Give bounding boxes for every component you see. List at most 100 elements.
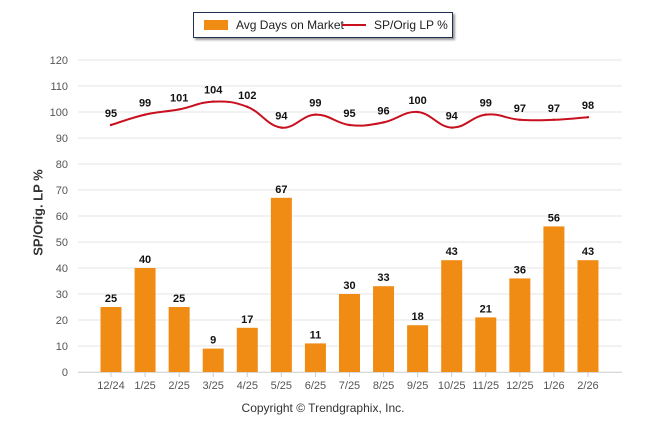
bar-data-label: 30 bbox=[343, 280, 355, 292]
legend: Avg Days on Market SP/Orig LP % bbox=[193, 12, 453, 38]
bar-data-label: 9 bbox=[210, 335, 216, 347]
bar[interactable] bbox=[270, 197, 292, 372]
line-point[interactable] bbox=[109, 123, 113, 127]
line-data-label: 95 bbox=[105, 108, 117, 120]
y-tick-label: 30 bbox=[56, 289, 68, 301]
line-data-label: 99 bbox=[480, 98, 492, 110]
y-tick-label: 50 bbox=[56, 237, 68, 249]
bar-series bbox=[100, 197, 599, 372]
line-data-labels: 95 99 101 104 102 94 99 95 96 100 94 99 97 97 98 bbox=[105, 85, 594, 123]
legend-item-line[interactable]: SP/Orig LP % bbox=[342, 18, 448, 32]
x-axis-ticks: 12/24 1/25 2/25 3/25 4/25 5/25 6/25 7/25 8/25 9/2… bbox=[97, 372, 599, 392]
x-tick-label: 6/25 bbox=[305, 380, 326, 392]
bar[interactable] bbox=[475, 317, 497, 372]
bar[interactable] bbox=[407, 325, 429, 372]
y-tick-label: 100 bbox=[50, 107, 68, 119]
bar-data-label: 33 bbox=[377, 272, 389, 284]
x-tick-label: 12/25 bbox=[506, 380, 534, 392]
line-point[interactable] bbox=[484, 113, 487, 116]
x-tick-label: 12/24 bbox=[97, 380, 125, 392]
line-data-label: 101 bbox=[170, 92, 188, 104]
line-point[interactable] bbox=[450, 126, 453, 129]
bar-data-label: 17 bbox=[241, 314, 253, 326]
bar-data-label: 36 bbox=[514, 264, 526, 276]
legend-line-swatch bbox=[342, 24, 366, 26]
line-data-label: 97 bbox=[514, 103, 526, 115]
x-tick-label: 1/25 bbox=[134, 380, 155, 392]
bar[interactable] bbox=[338, 294, 360, 372]
bar-data-label: 67 bbox=[275, 184, 287, 196]
y-tick-label: 0 bbox=[62, 367, 68, 379]
bar[interactable] bbox=[543, 226, 565, 372]
x-tick-label: 1/26 bbox=[543, 380, 564, 392]
y-axis-ticks: 0 10 20 30 40 50 60 70 80 90 100 110 120 bbox=[50, 55, 68, 379]
bar[interactable] bbox=[304, 343, 326, 372]
bar[interactable] bbox=[202, 348, 224, 372]
line-point[interactable] bbox=[518, 118, 522, 122]
x-tick-label: 2/26 bbox=[577, 380, 598, 392]
bar[interactable] bbox=[236, 327, 258, 372]
bar[interactable] bbox=[100, 307, 122, 372]
line-data-label: 98 bbox=[582, 100, 594, 112]
line-point[interactable] bbox=[348, 123, 351, 127]
line-data-label: 95 bbox=[343, 108, 355, 120]
bar[interactable] bbox=[577, 260, 599, 372]
bar-data-label: 25 bbox=[173, 293, 185, 305]
line-data-label: 104 bbox=[204, 85, 223, 97]
y-tick-label: 10 bbox=[56, 341, 68, 353]
bar-data-label: 18 bbox=[412, 311, 424, 323]
bar-data-label: 11 bbox=[310, 329, 322, 341]
x-tick-label: 8/25 bbox=[373, 380, 394, 392]
line-point[interactable] bbox=[246, 105, 249, 109]
x-tick-label: 7/25 bbox=[339, 380, 360, 392]
line-point[interactable] bbox=[143, 113, 147, 116]
line-data-label: 99 bbox=[139, 98, 151, 110]
bar-data-label: 25 bbox=[105, 293, 117, 305]
line-point[interactable] bbox=[552, 118, 556, 122]
line-point[interactable] bbox=[314, 113, 317, 116]
y-tick-label: 20 bbox=[56, 315, 68, 327]
x-tick-label: 4/25 bbox=[237, 380, 258, 392]
bar[interactable] bbox=[441, 260, 463, 372]
y-tick-label: 70 bbox=[56, 185, 68, 197]
y-axis-label: SP/Orig. LP % bbox=[30, 169, 46, 256]
line-point[interactable] bbox=[586, 116, 590, 119]
line-point[interactable] bbox=[177, 108, 181, 111]
bar-data-labels: 25 40 25 9 17 67 11 30 33 18 43 21 36 56 43 bbox=[105, 184, 594, 347]
bar[interactable] bbox=[373, 286, 395, 372]
line-data-label: 100 bbox=[408, 95, 426, 107]
line-point[interactable] bbox=[212, 100, 215, 103]
y-tick-label: 60 bbox=[56, 211, 68, 223]
bar-data-label: 43 bbox=[446, 246, 458, 258]
line-data-label: 102 bbox=[238, 90, 256, 102]
line-data-label: 97 bbox=[548, 103, 560, 115]
line-point[interactable] bbox=[280, 126, 283, 129]
x-tick-label: 5/25 bbox=[271, 380, 292, 392]
legend-label: SP/Orig LP % bbox=[374, 18, 448, 32]
bar[interactable] bbox=[168, 307, 190, 372]
legend-bar-swatch bbox=[204, 20, 228, 30]
y-tick-label: 120 bbox=[50, 55, 68, 67]
line-data-label: 99 bbox=[309, 98, 321, 110]
x-tick-label: 9/25 bbox=[407, 380, 428, 392]
y-tick-label: 110 bbox=[50, 81, 68, 93]
line-point[interactable] bbox=[382, 121, 385, 124]
bar-data-label: 43 bbox=[582, 246, 594, 258]
bar-data-label: 56 bbox=[548, 212, 560, 224]
line-data-label: 94 bbox=[275, 111, 288, 123]
x-tick-label: 3/25 bbox=[202, 380, 223, 392]
line-series bbox=[109, 100, 590, 129]
bar[interactable] bbox=[509, 278, 531, 372]
x-tick-label: 11/25 bbox=[472, 380, 499, 392]
line-point[interactable] bbox=[416, 110, 419, 114]
y-tick-label: 90 bbox=[56, 133, 68, 145]
x-tick-label: 2/25 bbox=[168, 380, 189, 392]
y-tick-label: 40 bbox=[56, 263, 68, 275]
legend-label: Avg Days on Market bbox=[236, 18, 344, 32]
bar-data-label: 40 bbox=[139, 254, 151, 266]
y-tick-label: 80 bbox=[56, 159, 68, 171]
bar[interactable] bbox=[134, 268, 156, 372]
x-tick-label: 10/25 bbox=[438, 380, 466, 392]
legend-item-bar[interactable]: Avg Days on Market bbox=[204, 18, 344, 32]
